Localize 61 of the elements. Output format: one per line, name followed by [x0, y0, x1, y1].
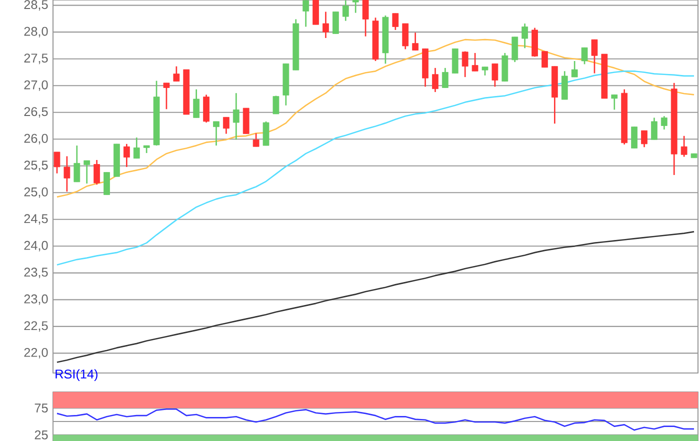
- candlestick: [651, 117, 658, 140]
- candlestick: [432, 67, 438, 93]
- candlestick: [660, 115, 668, 130]
- candlestick: [332, 11, 339, 34]
- candlestick: [571, 60, 578, 78]
- y-tick-label: 23,5: [24, 268, 48, 278]
- y-tick-label: 25,0: [24, 187, 48, 198]
- y-tick-label: 24,5: [24, 214, 48, 225]
- candlestick: [94, 159, 100, 186]
- y-tick-label: 28,5: [24, 0, 48, 11]
- candlestick: [522, 22, 528, 49]
- candlestick: [472, 52, 478, 72]
- y-tick-label: 27,5: [24, 54, 48, 64]
- candlestick: [262, 120, 270, 146]
- candlestick: [272, 95, 280, 115]
- candlestick: [631, 126, 638, 149]
- candlestick: [641, 130, 648, 148]
- y-tick-label: 75: [34, 404, 48, 412]
- candlestick: [542, 50, 548, 68]
- candlestick: [213, 120, 220, 146]
- candlestick: [512, 36, 518, 63]
- candlestick: [163, 82, 170, 110]
- candlestick: [173, 66, 180, 82]
- candlestick: [133, 136, 140, 160]
- y-tick-label: 22,0: [24, 348, 48, 358]
- candlestick: [252, 132, 260, 148]
- candlestick: [352, 0, 359, 14]
- candlestick: [392, 12, 399, 31]
- candlestick: [591, 38, 598, 74]
- candlestick: [322, 11, 329, 39]
- candlestick: [492, 63, 498, 88]
- candlestick: [54, 151, 60, 174]
- candlestick: [561, 70, 568, 100]
- candlestick: [680, 135, 688, 158]
- candlestick: [123, 143, 130, 168]
- candlestick: [302, 0, 310, 28]
- candlestick: [232, 92, 240, 140]
- y-tick-label: 22,5: [24, 321, 48, 332]
- candlestick: [412, 32, 418, 51]
- y-tick-label: 25: [34, 430, 48, 440]
- candlestick: [223, 116, 230, 134]
- candlestick: [74, 144, 80, 183]
- y-tick-label: 27,0: [24, 80, 48, 91]
- candlestick: [581, 46, 588, 65]
- candlestick: [64, 156, 70, 192]
- candlestick: [193, 88, 200, 118]
- y-tick-label: 28,0: [24, 26, 48, 38]
- candlestick: [442, 67, 448, 88]
- y-tick-label: 26,0: [24, 134, 48, 144]
- y-tick-label: 23,0: [24, 294, 48, 305]
- candlestick: [462, 50, 468, 78]
- candlestick: [362, 0, 369, 38]
- y-tick-label: 26,5: [24, 107, 48, 118]
- candlestick: [402, 22, 409, 50]
- candlestick: [611, 94, 618, 110]
- y-tick-label: 25,5: [24, 160, 48, 172]
- candlestick: [104, 172, 110, 196]
- candlestick: [342, 0, 349, 22]
- y-tick-label: 24,0: [24, 240, 48, 252]
- chart-title: RSI(14): [56, 369, 98, 382]
- candlestick: [84, 160, 90, 184]
